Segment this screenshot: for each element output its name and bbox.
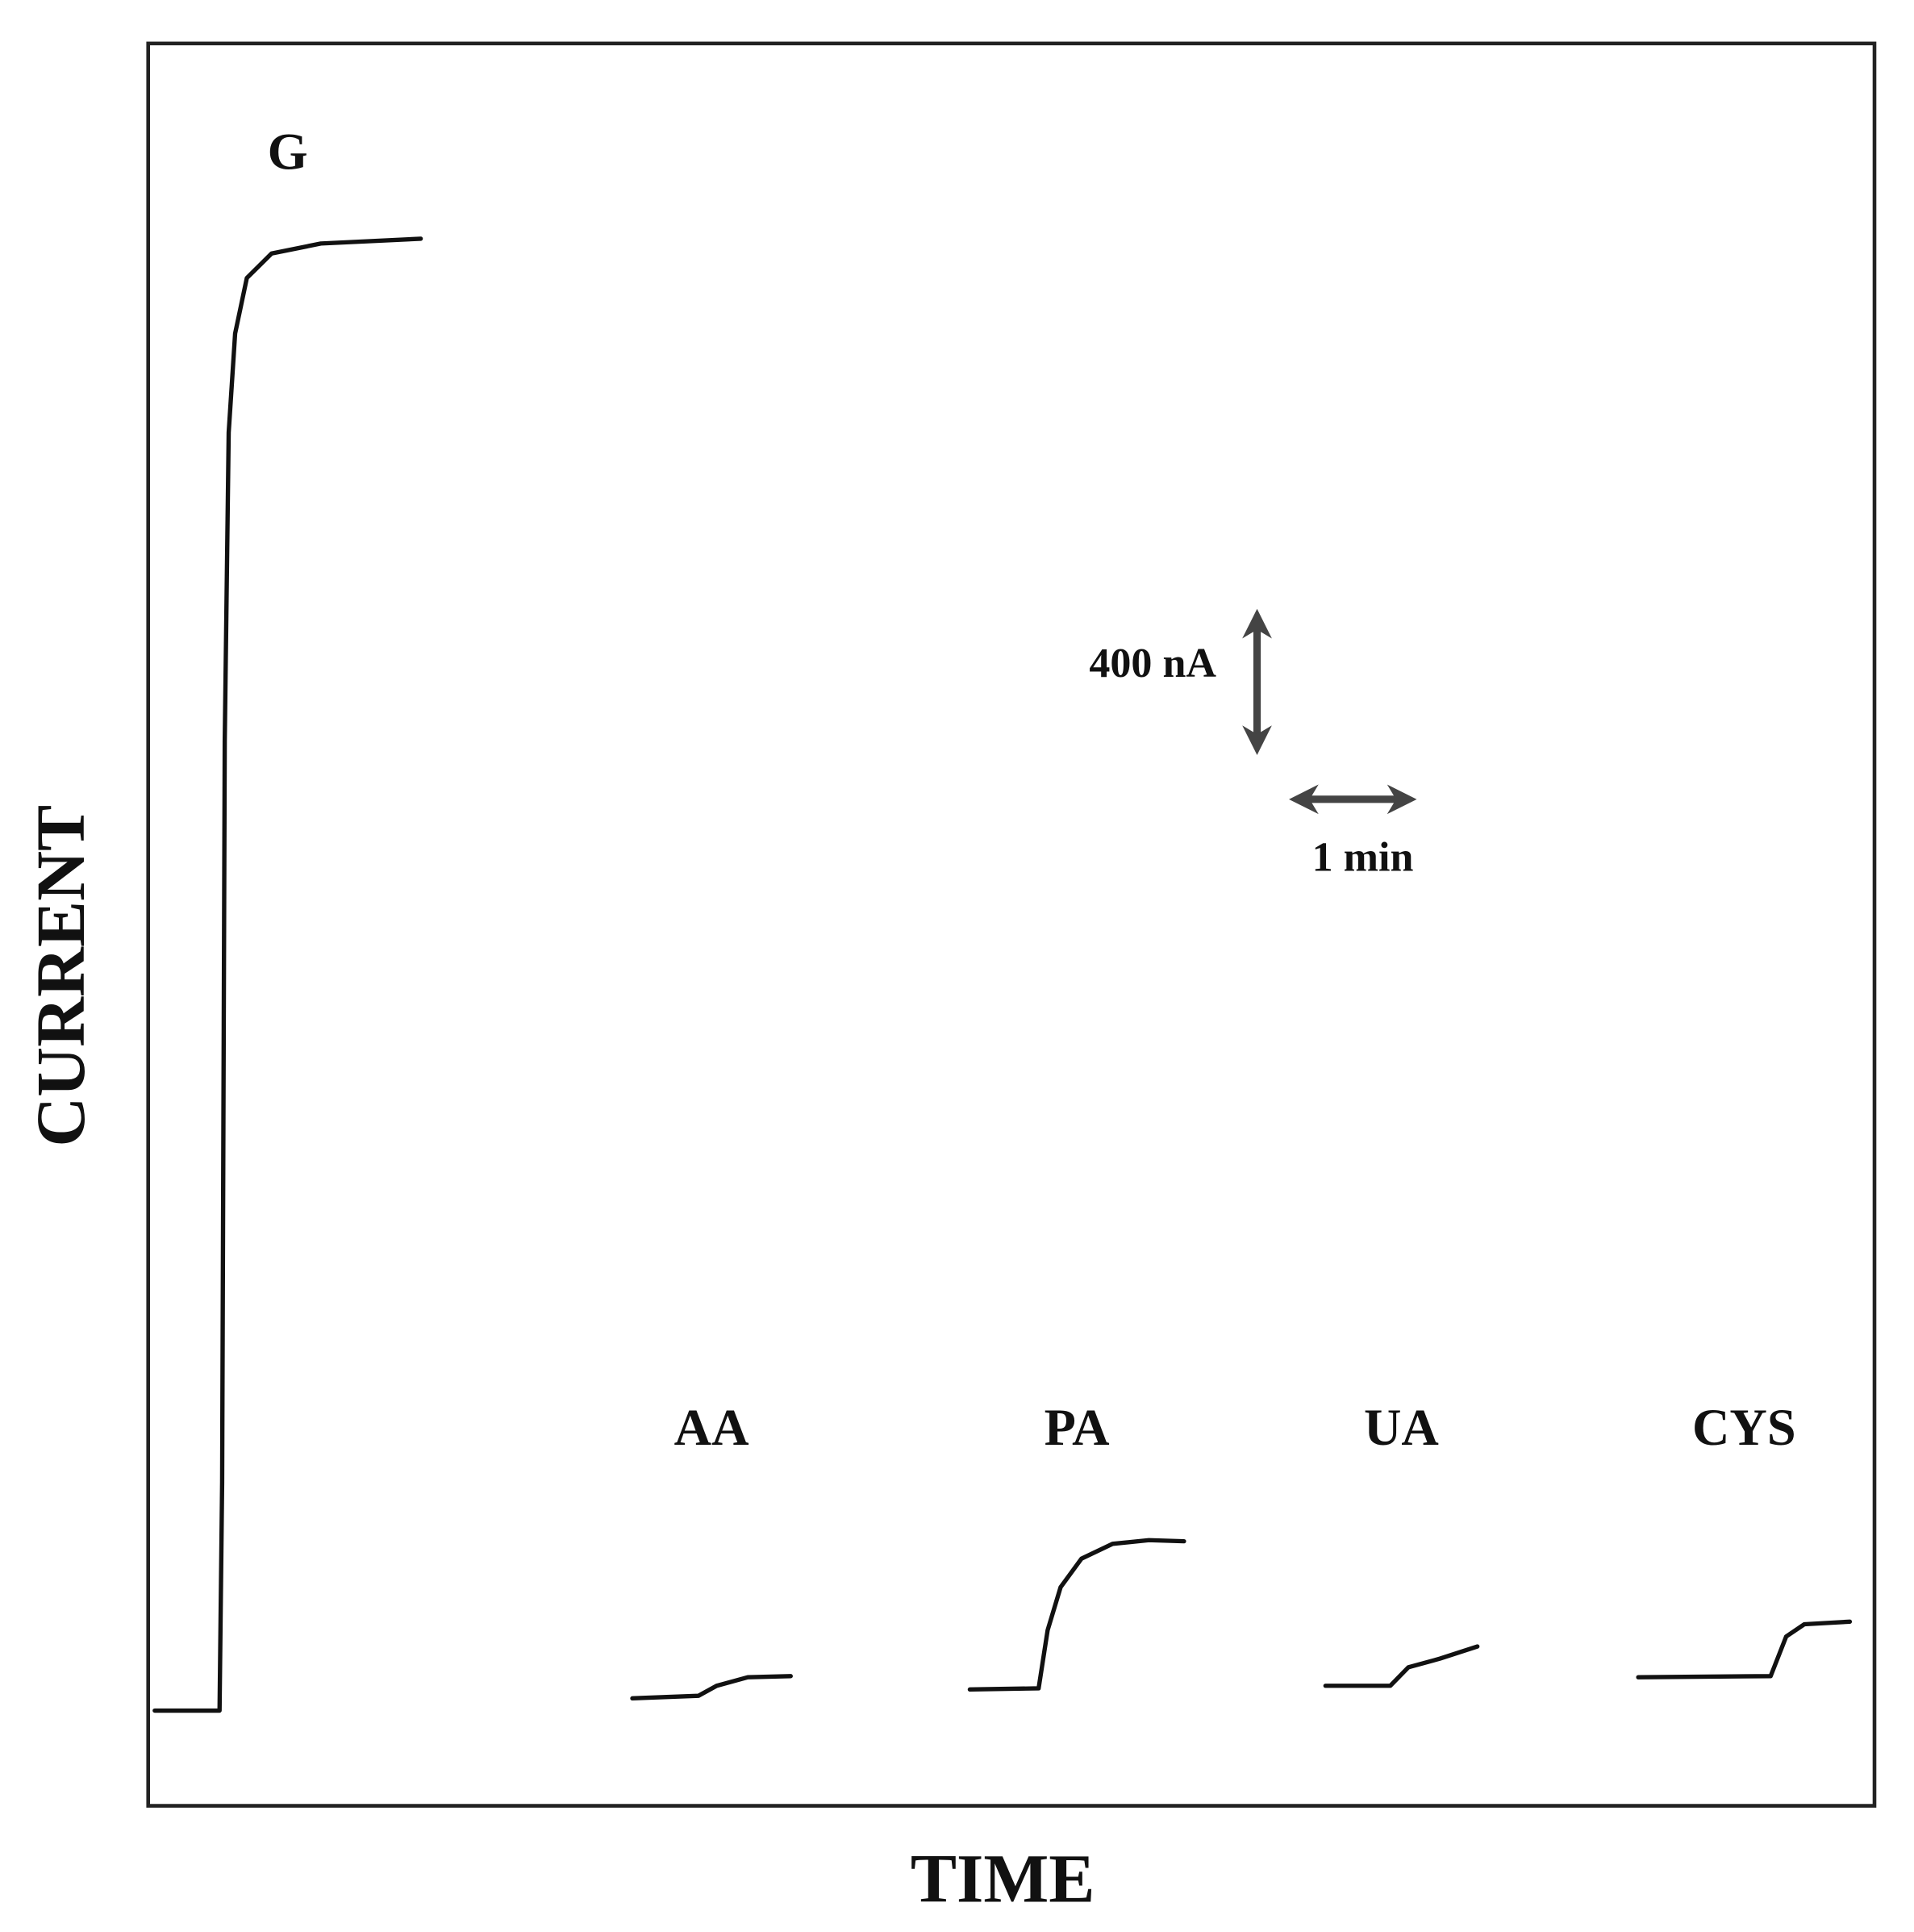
trace-label: CYS [1692,1399,1796,1456]
trace-label: PA [1045,1399,1110,1456]
trace-line [967,1538,1186,1692]
x-axis-label: TIME [911,1841,1095,1917]
trace-label: AA [674,1399,749,1456]
trace-line [152,236,423,1713]
trace-label: G [268,123,308,181]
scale-bar-time-label: 1 min [1312,834,1414,880]
y-axis-label: CURRENT [23,805,99,1147]
trace-line [1636,1619,1853,1680]
trace-label: UA [1364,1399,1439,1456]
trace-line [1323,1644,1480,1688]
plot-frame [146,41,1877,1808]
trace-line [630,1674,793,1701]
scale-bar-current-label: 400 nA [1089,641,1216,686]
